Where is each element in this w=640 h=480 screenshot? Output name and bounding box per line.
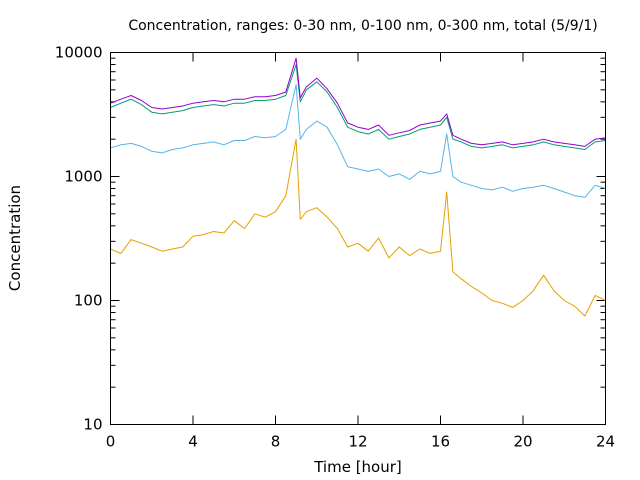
x-tick-label: 4: [188, 433, 198, 451]
x-tick-label: 8: [271, 433, 281, 451]
chart-title: Concentration, ranges: 0-30 nm, 0-100 nm…: [128, 18, 597, 34]
series-group: [110, 57, 606, 317]
series-line-1: [110, 138, 606, 317]
y-axis-label: Concentration: [6, 185, 24, 291]
y-tick-label: 1000: [64, 168, 102, 186]
series-line-2: [110, 84, 606, 198]
x-tick-label: 16: [431, 433, 450, 451]
x-tick-label: 12: [348, 433, 367, 451]
y-tick-label: 100: [74, 292, 103, 310]
x-tick-label: 20: [513, 433, 532, 451]
plot-frame: [110, 52, 606, 425]
series-line-3: [110, 64, 606, 150]
y-tick-label: 10: [83, 416, 102, 434]
y-axis: 10 100 1000 10000: [55, 44, 606, 434]
y-tick-label: 10000: [55, 44, 103, 62]
x-axis: 0 4 8 12 16 20 24: [106, 52, 615, 451]
x-tick-label: 0: [106, 433, 116, 451]
x-axis-label: Time [hour]: [313, 458, 402, 476]
series-line-4: [110, 57, 606, 147]
x-tick-label: 24: [596, 433, 615, 451]
